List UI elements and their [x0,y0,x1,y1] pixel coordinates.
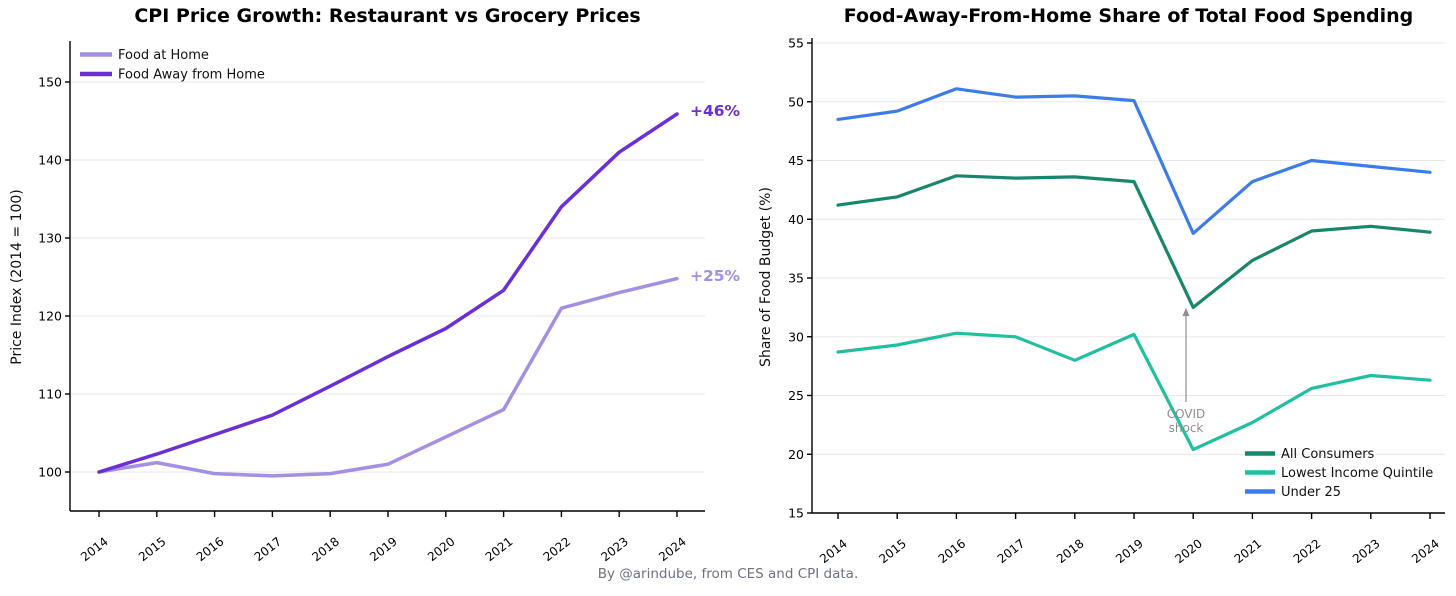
series-line-food-at-home [97,276,679,478]
y-tick-label: 50 [788,94,804,109]
x-tick-label: 2019 [1113,536,1146,566]
covid-shock-label: shock [1169,421,1204,435]
x-tick-label: 2014 [817,536,850,566]
x-tick-label: 2016 [194,534,227,564]
x-tick-label: 2022 [1291,536,1324,566]
y-tick-label: 40 [788,212,804,227]
y-tick-label: 130 [38,231,62,246]
y-tick-label: 35 [788,271,804,286]
x-tick-label: 2020 [425,534,458,564]
share-y-axis-label: Share of Food Budget (%) [758,187,774,367]
series-line-under-25 [836,87,1432,235]
y-tick-label: 100 [38,465,62,480]
y-tick-label: 120 [38,309,62,324]
x-tick-label: 2019 [367,534,400,564]
x-tick-label: 2018 [1054,536,1087,566]
legend-label-food-away-from-home: Food Away from Home [118,68,265,83]
x-tick-label: 2017 [252,534,285,564]
series-line-lowest-income-quintile [836,331,1432,452]
x-tick-label: 2024 [1409,536,1442,566]
y-tick-label: 150 [38,75,62,90]
cpi-y-axis-label: Price Index (2014 = 100) [9,189,25,365]
x-tick-label: 2017 [995,536,1028,566]
x-tick-label: 2020 [1172,536,1205,566]
growth-annotation: +46% [690,102,741,120]
credit-line: By @arindube, from CES and CPI data. [597,566,859,582]
y-tick-label: 45 [788,153,804,168]
x-tick-label: 2021 [483,534,516,564]
x-tick-label: 2023 [598,534,631,564]
covid-shock-label: COVID [1167,407,1206,421]
y-tick-label: 25 [788,388,804,403]
y-tick-label: 30 [788,329,804,344]
x-tick-label: 2015 [136,534,169,564]
series-line-food-away-from-home [97,112,679,474]
fafh-share-chart-title: Food-Away-From-Home Share of Total Food … [843,5,1414,27]
y-tick-label: 15 [788,506,804,521]
x-tick-label: 2023 [1350,536,1383,566]
legend-label-food-at-home: Food at Home [118,48,209,63]
x-tick-label: 2021 [1232,536,1265,566]
series-line-all-consumers [836,174,1432,309]
legend-label-all-consumers: All Consumers [1281,447,1375,462]
x-tick-label: 2015 [876,536,909,566]
cpi-chart-title: CPI Price Growth: Restaurant vs Grocery … [134,5,641,27]
covid-arrowhead [1182,308,1190,316]
x-tick-label: 2016 [936,536,969,566]
y-tick-label: 110 [38,387,62,402]
y-tick-label: 55 [788,36,804,51]
y-tick-label: 140 [38,153,62,168]
y-tick-label: 20 [788,447,804,462]
legend-label-under-25: Under 25 [1281,485,1341,500]
x-tick-label: 2024 [656,534,689,564]
x-tick-label: 2022 [541,534,574,564]
x-tick-label: 2018 [309,534,342,564]
legend-label-lowest-income-quintile: Lowest Income Quintile [1281,466,1433,481]
x-tick-label: 2014 [78,534,111,564]
growth-annotation: +25% [690,267,741,285]
